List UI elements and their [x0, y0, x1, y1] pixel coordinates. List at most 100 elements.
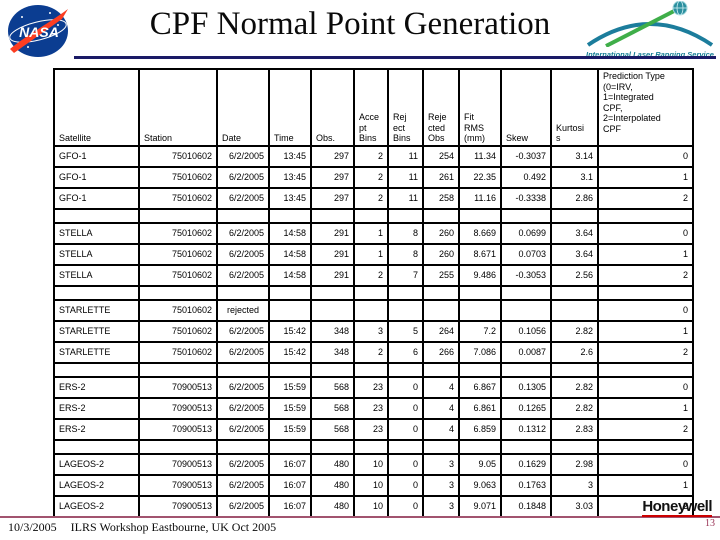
table-cell: 2.56 [550, 264, 599, 287]
table-cell: 1 [353, 243, 389, 266]
table-cell: 297 [310, 166, 355, 189]
table-cell [550, 362, 599, 378]
table-cell: 16:07 [268, 453, 312, 476]
table-cell: 6/2/2005 [216, 376, 270, 399]
table-cell: 2 [597, 341, 694, 364]
table-cell: 11.34 [458, 145, 502, 168]
table-cell [268, 299, 312, 322]
table-cell: 6/2/2005 [216, 453, 270, 476]
table-header-cell: Time [268, 68, 312, 147]
table-cell: 3.03 [550, 495, 599, 518]
table-cell: 0 [387, 453, 424, 476]
table-cell [138, 439, 218, 455]
table-cell: 23 [353, 376, 389, 399]
table-cell [53, 208, 140, 224]
table-row: GFO-1 75010602 6/2/2005 13:45 297 2 11 261 22.35… [53, 166, 694, 189]
table-cell: 3.64 [550, 243, 599, 266]
table-cell: LAGEOS-2 [53, 474, 140, 497]
table-cell: 6/2/2005 [216, 187, 270, 210]
table-cell: 16:07 [268, 474, 312, 497]
table-cell: 0 [387, 376, 424, 399]
table-cell: 297 [310, 187, 355, 210]
table-cell: 11 [387, 187, 424, 210]
table-cell: 10 [353, 453, 389, 476]
table-row: STARLETTE 75010602 rejected 0 [53, 299, 694, 322]
table-cell: 15:59 [268, 376, 312, 399]
nasa-logo: NASA [6, 3, 72, 59]
table-cell: 75010602 [138, 187, 218, 210]
table-cell: 8.671 [458, 243, 502, 266]
footer-text: ILRS Workshop Eastbourne, UK Oct 2005 [70, 520, 277, 534]
table-cell [500, 208, 552, 224]
table-cell: 6/2/2005 [216, 243, 270, 266]
table-cell: 6 [387, 341, 424, 364]
table-cell: STARLETTE [53, 320, 140, 343]
table-cell: 260 [422, 222, 460, 245]
table-cell: 75010602 [138, 320, 218, 343]
table-cell [597, 439, 694, 455]
table-cell [500, 362, 552, 378]
table-cell: 6.859 [458, 418, 502, 441]
table-cell: ERS-2 [53, 418, 140, 441]
table-cell: 0.1305 [500, 376, 552, 399]
nasa-swoosh-icon [10, 9, 68, 53]
table-cell: 261 [422, 166, 460, 189]
table-header-cell: Prediction Type (0=IRV, 1=Integrated CPF… [597, 68, 694, 147]
table-cell: 2 [353, 166, 389, 189]
normal-point-table: Satellite Station Date Time Obs. Acce pt Bins… [53, 68, 694, 518]
table-cell: 0 [597, 299, 694, 322]
table-cell [53, 439, 140, 455]
table-header-cell: Station [138, 68, 218, 147]
honeywell-underline [642, 515, 712, 517]
table-cell [597, 362, 694, 378]
table-cell: 297 [310, 145, 355, 168]
table-cell: STARLETTE [53, 299, 140, 322]
table-cell [422, 208, 460, 224]
table-cell: 255 [422, 264, 460, 287]
table-cell: 1 [597, 397, 694, 420]
table-cell [353, 208, 389, 224]
table-cell: 6/2/2005 [216, 341, 270, 364]
table-cell [458, 299, 502, 322]
table-cell [353, 299, 389, 322]
table-header-cell: Kurtosi s [550, 68, 599, 147]
table-cell: 75010602 [138, 243, 218, 266]
table-cell [458, 362, 502, 378]
table-cell: 258 [422, 187, 460, 210]
table-cell: 2 [597, 264, 694, 287]
page-title: CPF Normal Point Generation [149, 6, 551, 42]
table-cell: 13:45 [268, 166, 312, 189]
table-cell: STELLA [53, 243, 140, 266]
table-row: LAGEOS-2 70900513 6/2/2005 16:07 480 10 0 3 9.06… [53, 474, 694, 497]
table-cell: 75010602 [138, 299, 218, 322]
table-cell: 480 [310, 453, 355, 476]
table-cell: 14:58 [268, 222, 312, 245]
table-cell: 291 [310, 222, 355, 245]
table-cell: STELLA [53, 264, 140, 287]
table-cell: 4 [422, 397, 460, 420]
table-cell: 15:42 [268, 320, 312, 343]
table-cell: 3 [550, 474, 599, 497]
table-cell [268, 208, 312, 224]
table-cell: 2.83 [550, 418, 599, 441]
table-cell: 7.2 [458, 320, 502, 343]
ilrs-logo-text: International Laser Ranging Service [586, 50, 714, 59]
header-rule [74, 56, 716, 59]
table-cell: 6/2/2005 [216, 397, 270, 420]
table-cell [550, 299, 599, 322]
table-cell: 6/2/2005 [216, 145, 270, 168]
table-cell: 15:59 [268, 397, 312, 420]
table-cell: 0 [387, 397, 424, 420]
table-cell: 5 [387, 320, 424, 343]
ilrs-logo: International Laser Ranging Service [584, 1, 716, 59]
table-cell [53, 285, 140, 301]
table-cell: 2.82 [550, 320, 599, 343]
table-cell [138, 362, 218, 378]
table-cell: 6/2/2005 [216, 166, 270, 189]
spacer-row [53, 362, 694, 378]
table-cell: 70900513 [138, 397, 218, 420]
table-row: GFO-1 75010602 6/2/2005 13:45 297 2 11 258 11.16… [53, 187, 694, 210]
table-cell: 10 [353, 474, 389, 497]
table-cell: 22.35 [458, 166, 502, 189]
table-cell: 2 [353, 264, 389, 287]
